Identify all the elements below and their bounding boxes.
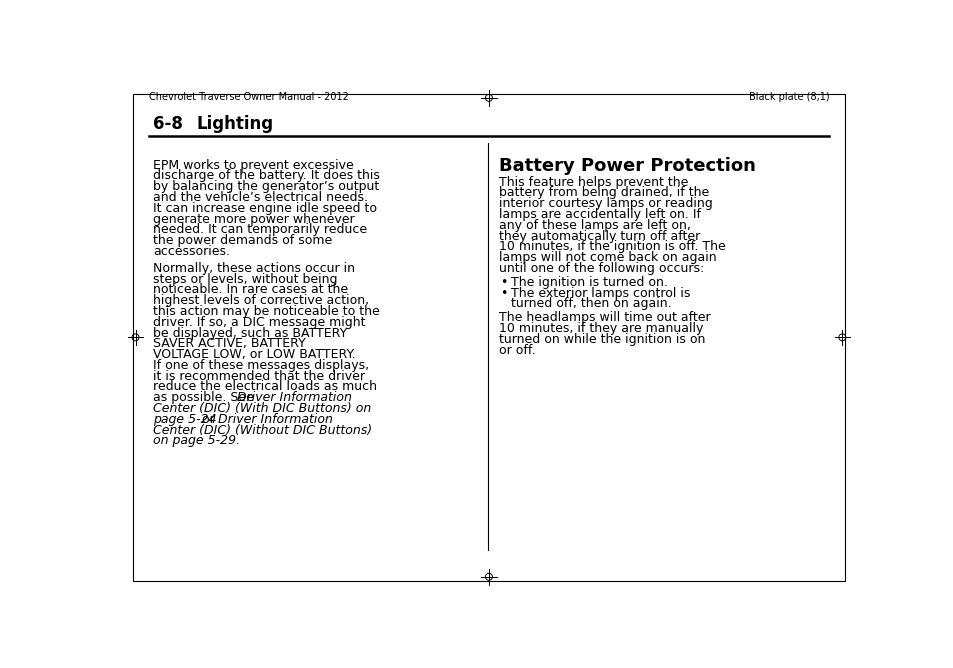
Text: turned off, then on again.: turned off, then on again. xyxy=(511,297,671,311)
Text: as possible. See: as possible. See xyxy=(153,391,258,404)
Text: The ignition is turned on.: The ignition is turned on. xyxy=(511,276,667,289)
Text: EPM works to prevent excessive: EPM works to prevent excessive xyxy=(153,159,354,172)
Text: Normally, these actions occur in: Normally, these actions occur in xyxy=(153,262,355,275)
Text: battery from being drained, if the: battery from being drained, if the xyxy=(498,186,708,200)
Text: Lighting: Lighting xyxy=(196,114,274,132)
Text: be displayed, such as BATTERY: be displayed, such as BATTERY xyxy=(153,327,347,339)
Text: steps or levels, without being: steps or levels, without being xyxy=(153,273,337,286)
Text: lamps will not come back on again: lamps will not come back on again xyxy=(498,251,716,264)
Text: discharge of the battery. It does this: discharge of the battery. It does this xyxy=(153,170,380,182)
Text: any of these lamps are left on,: any of these lamps are left on, xyxy=(498,218,690,232)
Text: accessories.: accessories. xyxy=(153,245,230,258)
Text: 10 minutes, if they are manually: 10 minutes, if they are manually xyxy=(498,322,702,335)
Text: or: or xyxy=(198,413,219,426)
Text: •: • xyxy=(500,287,507,299)
Text: Driver Information: Driver Information xyxy=(217,413,333,426)
Text: it is recommended that the driver: it is recommended that the driver xyxy=(153,369,365,383)
Text: This feature helps prevent the: This feature helps prevent the xyxy=(498,176,688,188)
Text: The exterior lamps control is: The exterior lamps control is xyxy=(511,287,690,299)
Text: reduce the electrical loads as much: reduce the electrical loads as much xyxy=(153,381,377,393)
Text: this action may be noticeable to the: this action may be noticeable to the xyxy=(153,305,379,318)
Text: noticeable. In rare cases at the: noticeable. In rare cases at the xyxy=(153,283,348,297)
Text: interior courtesy lamps or reading: interior courtesy lamps or reading xyxy=(498,197,712,210)
Text: on page 5-29.: on page 5-29. xyxy=(153,434,240,448)
Text: 10 minutes, if the ignition is off. The: 10 minutes, if the ignition is off. The xyxy=(498,240,725,253)
Text: highest levels of corrective action,: highest levels of corrective action, xyxy=(153,294,369,307)
Text: by balancing the generator’s output: by balancing the generator’s output xyxy=(153,180,379,193)
Text: turned on while the ignition is on: turned on while the ignition is on xyxy=(498,333,704,346)
Text: they automatically turn off after: they automatically turn off after xyxy=(498,230,700,242)
Text: Center (DIC) (Without DIC Buttons): Center (DIC) (Without DIC Buttons) xyxy=(153,424,372,437)
Text: Center (DIC) (With DIC Buttons) on: Center (DIC) (With DIC Buttons) on xyxy=(153,402,372,415)
Text: The headlamps will time out after: The headlamps will time out after xyxy=(498,311,710,324)
Text: Black plate (8,1): Black plate (8,1) xyxy=(748,92,828,102)
Text: 6-8: 6-8 xyxy=(153,114,183,132)
Text: or off.: or off. xyxy=(498,343,535,357)
Text: VOLTAGE LOW, or LOW BATTERY.: VOLTAGE LOW, or LOW BATTERY. xyxy=(153,348,355,361)
Text: needed. It can temporarily reduce: needed. It can temporarily reduce xyxy=(153,223,367,236)
Text: the power demands of some: the power demands of some xyxy=(153,234,333,247)
Text: generate more power whenever: generate more power whenever xyxy=(153,212,355,226)
Text: Driver Information: Driver Information xyxy=(236,391,352,404)
Text: lamps are accidentally left on. If: lamps are accidentally left on. If xyxy=(498,208,700,221)
Text: SAVER ACTIVE, BATTERY: SAVER ACTIVE, BATTERY xyxy=(153,337,306,350)
Text: driver. If so, a DIC message might: driver. If so, a DIC message might xyxy=(153,316,365,329)
Text: •: • xyxy=(500,276,507,289)
Text: page 5-24: page 5-24 xyxy=(153,413,216,426)
Text: and the vehicle’s electrical needs.: and the vehicle’s electrical needs. xyxy=(153,191,368,204)
Text: Chevrolet Traverse Owner Manual - 2012: Chevrolet Traverse Owner Manual - 2012 xyxy=(149,92,348,102)
Text: If one of these messages displays,: If one of these messages displays, xyxy=(153,359,369,372)
Text: It can increase engine idle speed to: It can increase engine idle speed to xyxy=(153,202,377,215)
Text: Battery Power Protection: Battery Power Protection xyxy=(498,157,755,175)
Text: until one of the following occurs:: until one of the following occurs: xyxy=(498,262,703,275)
